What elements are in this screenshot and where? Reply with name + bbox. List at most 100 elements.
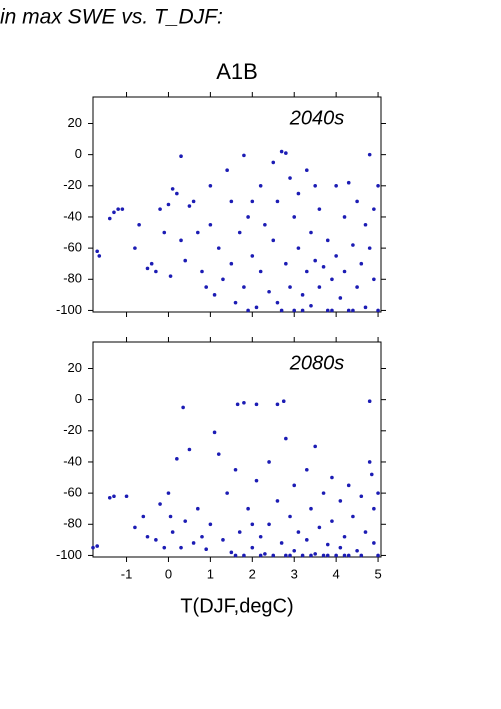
point: [292, 483, 297, 488]
point: [313, 444, 317, 449]
x-axis-label: T(DJF,degC): [180, 595, 293, 617]
point: [271, 238, 276, 243]
point: [342, 269, 347, 274]
point: [346, 180, 351, 185]
point: [254, 305, 259, 310]
point: [292, 215, 297, 219]
y-tick-label: -100: [56, 547, 82, 562]
point: [145, 534, 150, 539]
point: [246, 308, 250, 313]
point: [233, 553, 238, 558]
y-tick-label: 0: [75, 391, 82, 406]
point: [309, 230, 313, 235]
point: [116, 207, 120, 211]
point: [237, 230, 242, 235]
point: [170, 187, 175, 191]
point: [359, 261, 364, 266]
point: [183, 258, 188, 263]
point: [288, 553, 292, 558]
point: [367, 399, 372, 404]
point: [263, 552, 267, 556]
point: [325, 553, 330, 558]
point: [158, 502, 162, 506]
annotation: 2040s: [289, 107, 345, 129]
point: [342, 534, 347, 539]
point: [309, 553, 313, 558]
point: [133, 246, 137, 250]
point: [246, 506, 250, 511]
y-tick-label: -20: [63, 177, 82, 192]
point: [313, 258, 317, 263]
point: [292, 308, 297, 313]
point: [166, 491, 171, 495]
point: [170, 530, 175, 534]
point: [154, 269, 158, 274]
point: [196, 230, 200, 235]
point: [237, 530, 242, 534]
point: [112, 210, 116, 215]
point: [158, 207, 162, 211]
point: [313, 552, 317, 556]
point: [221, 277, 225, 282]
point: [107, 495, 112, 500]
point: [137, 222, 141, 227]
point: [317, 525, 322, 530]
y-tick-label: -20: [63, 422, 82, 437]
point: [275, 499, 280, 503]
point: [372, 277, 376, 282]
point: [179, 154, 183, 159]
point: [342, 553, 347, 558]
point: [242, 400, 246, 405]
point: [359, 494, 364, 499]
point: [95, 544, 99, 548]
point: [309, 506, 313, 511]
point: [141, 514, 146, 519]
point: [154, 538, 158, 542]
point: [300, 308, 305, 313]
point: [181, 405, 185, 410]
point: [342, 215, 347, 219]
point: [317, 285, 322, 289]
point: [367, 152, 372, 157]
point: [254, 478, 259, 483]
point: [229, 199, 234, 204]
point: [330, 277, 334, 282]
point: [372, 506, 376, 511]
point: [225, 168, 229, 173]
point: [300, 293, 305, 297]
point: [179, 545, 183, 550]
point: [284, 261, 288, 266]
point: [208, 222, 213, 227]
point: [284, 151, 288, 155]
point: [229, 261, 234, 266]
point: [271, 553, 276, 558]
point: [233, 467, 238, 472]
point: [288, 285, 292, 289]
point: [284, 553, 288, 558]
y-tick-label: 20: [68, 115, 82, 130]
x-tick-label: 0: [165, 566, 172, 581]
point: [355, 199, 359, 204]
point: [363, 305, 368, 310]
point: [200, 269, 204, 274]
point: [334, 553, 338, 558]
point: [175, 191, 179, 196]
point: [242, 553, 246, 558]
point: [346, 483, 351, 488]
point: [242, 153, 246, 158]
point: [296, 191, 301, 196]
point: [258, 534, 263, 539]
point: [133, 525, 137, 530]
plot-frame: [92, 341, 382, 558]
point: [304, 168, 309, 173]
point: [325, 542, 330, 547]
point: [288, 514, 292, 519]
x-tick-label: 2: [249, 566, 256, 581]
point: [95, 249, 99, 254]
point: [216, 246, 221, 250]
point: [225, 491, 229, 495]
point: [263, 222, 267, 227]
point: [321, 265, 326, 269]
point: [355, 285, 359, 289]
